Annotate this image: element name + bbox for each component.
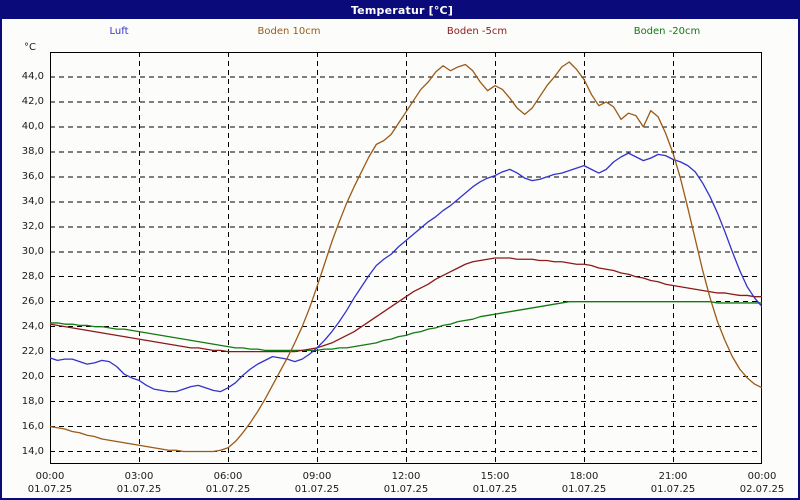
legend-label-boden-10cm: Boden 10cm bbox=[257, 25, 321, 37]
x-tick-date: 01.07.25 bbox=[27, 484, 73, 495]
x-tick-time: 21:00 bbox=[658, 471, 688, 482]
y-axis-tick: 16,0 bbox=[21, 420, 44, 432]
x-tick-time: 18:00 bbox=[569, 471, 599, 482]
series-line-boden-20cm bbox=[50, 301, 762, 352]
x-axis-tick: 00:00 02.07.25 bbox=[727, 471, 797, 496]
series-line-boden-5cm bbox=[50, 257, 762, 353]
x-tick-time: 00:00 bbox=[35, 471, 65, 482]
legend-item-boden-minus5cm: Boden -5cm bbox=[412, 24, 542, 38]
x-axis-tick: 03:00 01.07.25 bbox=[104, 471, 174, 496]
x-tick-date: 01.07.25 bbox=[561, 484, 607, 495]
x-tick-date: 01.07.25 bbox=[294, 484, 340, 495]
y-axis-tick: 34,0 bbox=[21, 195, 44, 207]
y-axis-tick: 18,0 bbox=[21, 395, 44, 407]
legend-label-luft: Luft bbox=[109, 25, 129, 37]
legend-item-boden-minus20cm: Boden -20cm bbox=[602, 24, 732, 38]
x-tick-time: 09:00 bbox=[302, 471, 332, 482]
x-tick-time: 15:00 bbox=[480, 471, 510, 482]
x-tick-date: 01.07.25 bbox=[650, 484, 696, 495]
y-axis-tick: 44,0 bbox=[21, 70, 44, 82]
x-tick-time: 00:00 bbox=[747, 471, 777, 482]
y-axis-tick: 42,0 bbox=[21, 95, 44, 107]
y-axis-tick: 20,0 bbox=[21, 370, 44, 382]
chart-canvas bbox=[50, 52, 762, 464]
y-axis-tick: 14,0 bbox=[21, 445, 44, 457]
x-tick-time: 06:00 bbox=[213, 471, 243, 482]
x-tick-date: 01.07.25 bbox=[205, 484, 251, 495]
x-tick-date: 02.07.25 bbox=[739, 484, 785, 495]
x-axis-tick: 00:00 01.07.25 bbox=[15, 471, 85, 496]
legend-item-luft: Luft bbox=[64, 24, 174, 38]
legend-label-boden-minus20cm: Boden -20cm bbox=[633, 25, 701, 37]
x-axis-tick: 18:00 01.07.25 bbox=[549, 471, 619, 496]
x-axis-tick: 12:00 01.07.25 bbox=[371, 471, 441, 496]
plot-area bbox=[50, 52, 762, 464]
y-axis-tick: 26,0 bbox=[21, 295, 44, 307]
x-tick-time: 03:00 bbox=[124, 471, 154, 482]
x-tick-date: 01.07.25 bbox=[472, 484, 518, 495]
window-title-bar: Temperatur [°C] bbox=[2, 2, 800, 19]
x-axis-tick: 06:00 01.07.25 bbox=[193, 471, 263, 496]
y-axis-tick: 24,0 bbox=[21, 320, 44, 332]
y-axis-tick: 40,0 bbox=[21, 120, 44, 132]
series-line-boden-10cm bbox=[50, 61, 762, 453]
y-axis-unit-label: °C bbox=[24, 42, 36, 53]
x-axis-tick: 09:00 01.07.25 bbox=[282, 471, 352, 496]
series-line-luft bbox=[50, 152, 762, 393]
grid-lines bbox=[50, 52, 762, 464]
y-axis-tick: 32,0 bbox=[21, 220, 44, 232]
x-axis-tick: 15:00 01.07.25 bbox=[460, 471, 530, 496]
legend-label-boden-minus5cm: Boden -5cm bbox=[446, 25, 508, 37]
y-axis-tick: 28,0 bbox=[21, 270, 44, 282]
x-tick-date: 01.07.25 bbox=[383, 484, 429, 495]
window-title: Temperatur [°C] bbox=[350, 4, 454, 17]
x-axis-tick: 21:00 01.07.25 bbox=[638, 471, 708, 496]
x-tick-date: 01.07.25 bbox=[116, 484, 162, 495]
y-axis-tick: 30,0 bbox=[21, 245, 44, 257]
legend-item-boden-10cm: Boden 10cm bbox=[224, 24, 354, 38]
y-axis-tick: 38,0 bbox=[21, 145, 44, 157]
y-axis-tick: 22,0 bbox=[21, 345, 44, 357]
x-tick-time: 12:00 bbox=[391, 471, 421, 482]
y-axis-tick: 36,0 bbox=[21, 170, 44, 182]
